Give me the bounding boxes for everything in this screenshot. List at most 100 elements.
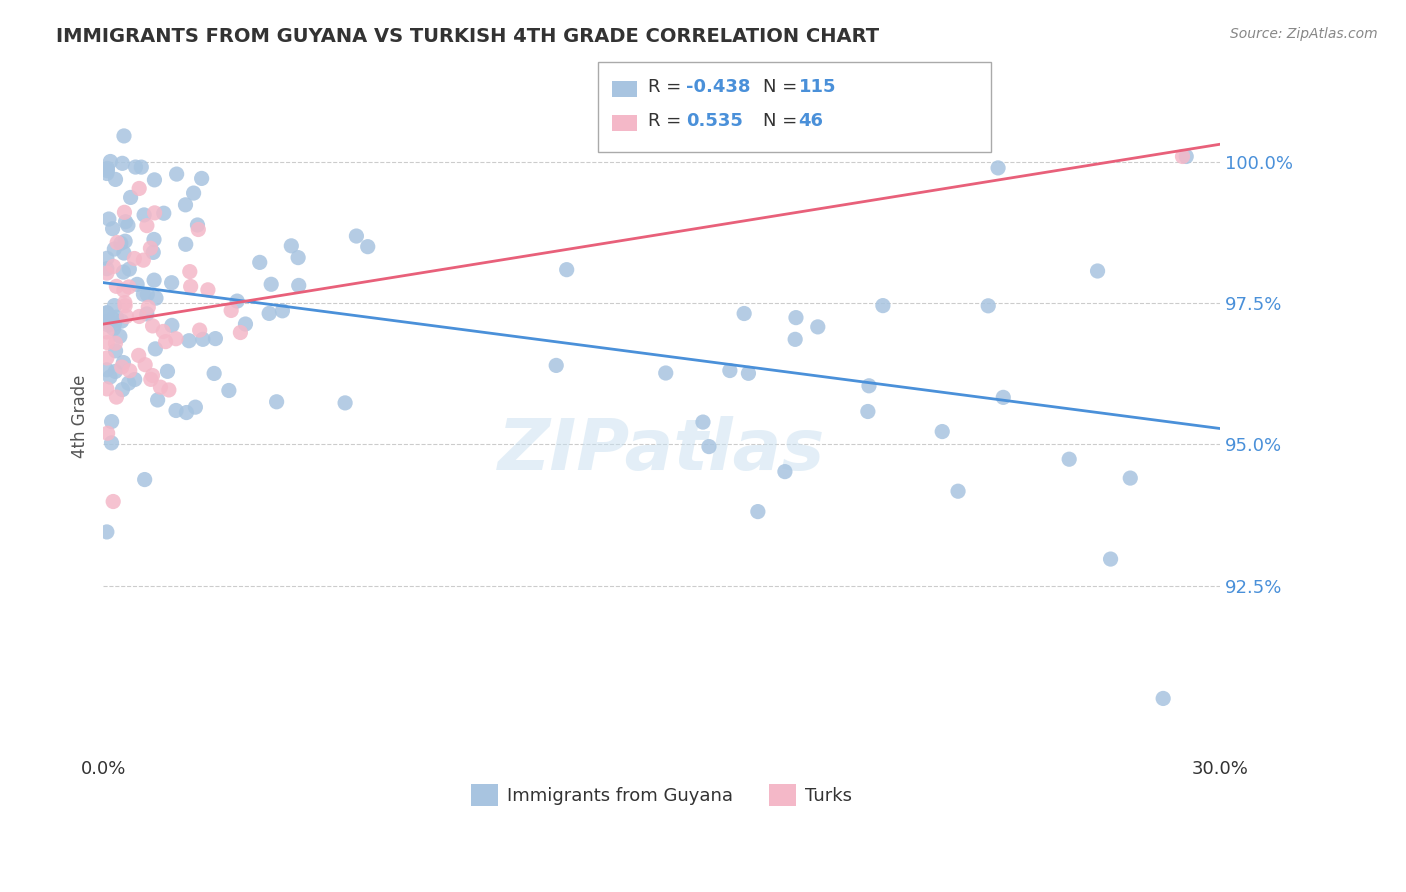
Point xyxy=(190,171,212,186)
Point xyxy=(145,291,167,305)
Text: IMMIGRANTS FROM GUYANA VS TURKISH 4TH GRADE CORRELATION CHART: IMMIGRANTS FROM GUYANA VS TURKISH 4TH GR… xyxy=(56,27,879,45)
Point xyxy=(132,253,155,268)
Point xyxy=(96,315,118,329)
Point xyxy=(101,311,124,326)
Point xyxy=(96,161,118,176)
Point xyxy=(111,383,134,397)
Point xyxy=(103,317,125,331)
Point xyxy=(108,329,131,343)
Point xyxy=(152,325,174,339)
Point xyxy=(96,382,118,396)
Point xyxy=(97,318,120,332)
Point xyxy=(1175,149,1198,163)
Point xyxy=(143,173,166,187)
Point xyxy=(139,241,162,255)
Point xyxy=(191,332,214,346)
Point xyxy=(111,359,134,374)
Point xyxy=(96,163,118,178)
Point xyxy=(98,370,121,384)
Point xyxy=(202,367,225,381)
Point xyxy=(204,332,226,346)
Point xyxy=(118,364,141,378)
Point xyxy=(142,245,165,260)
Point xyxy=(128,348,150,362)
Point xyxy=(149,380,172,394)
Point xyxy=(146,392,169,407)
Point xyxy=(114,205,136,219)
Text: 46: 46 xyxy=(799,112,824,130)
Point xyxy=(156,364,179,378)
Point xyxy=(357,240,380,254)
Point xyxy=(993,390,1015,404)
Point xyxy=(186,218,208,232)
Point xyxy=(187,222,209,236)
Point xyxy=(104,343,127,358)
Point xyxy=(96,325,118,339)
Point xyxy=(135,219,157,233)
Point xyxy=(117,219,139,233)
Point xyxy=(229,326,252,340)
Point xyxy=(96,261,118,276)
Point xyxy=(157,383,180,397)
Point xyxy=(141,368,163,383)
Point xyxy=(96,166,118,180)
Point xyxy=(174,198,197,212)
Point xyxy=(114,299,136,313)
Point xyxy=(105,235,128,250)
Point xyxy=(112,355,135,369)
Point xyxy=(114,295,136,310)
Point xyxy=(1057,452,1080,467)
Point xyxy=(737,367,759,381)
Point xyxy=(180,279,202,293)
Text: -0.438: -0.438 xyxy=(686,78,751,96)
Point xyxy=(785,310,807,325)
Point xyxy=(718,363,741,377)
Point xyxy=(856,404,879,418)
Text: N =: N = xyxy=(763,78,803,96)
Point xyxy=(188,323,211,337)
Point xyxy=(155,334,177,349)
Point xyxy=(132,287,155,301)
Point xyxy=(747,505,769,519)
Point xyxy=(260,277,283,292)
Point xyxy=(176,405,198,419)
Point xyxy=(103,322,125,336)
Text: 0.535: 0.535 xyxy=(686,112,742,130)
Point xyxy=(96,363,118,377)
Point xyxy=(104,336,127,351)
Point xyxy=(104,172,127,186)
Point xyxy=(100,154,122,169)
Point xyxy=(103,299,125,313)
Point xyxy=(143,273,166,287)
Point xyxy=(226,294,249,309)
Point xyxy=(105,279,128,293)
Legend: Immigrants from Guyana, Turks: Immigrants from Guyana, Turks xyxy=(464,777,859,814)
Point xyxy=(249,255,271,269)
Point xyxy=(100,436,122,450)
Point xyxy=(697,440,720,454)
Point xyxy=(218,384,240,398)
Point xyxy=(103,260,125,274)
Point xyxy=(139,372,162,386)
Point xyxy=(132,208,155,222)
Y-axis label: 4th Grade: 4th Grade xyxy=(72,375,89,458)
Point xyxy=(655,366,678,380)
Point xyxy=(1099,552,1122,566)
Text: N =: N = xyxy=(763,112,803,130)
Point xyxy=(105,310,128,325)
Point xyxy=(977,299,1000,313)
Point xyxy=(114,215,136,229)
Point xyxy=(111,156,134,170)
Point xyxy=(219,303,242,318)
Point xyxy=(280,239,302,253)
Text: R =: R = xyxy=(648,78,688,96)
Point xyxy=(160,276,183,290)
Point xyxy=(287,251,309,265)
Point xyxy=(197,283,219,297)
Point xyxy=(287,278,309,293)
Point xyxy=(97,426,120,441)
Point xyxy=(179,265,201,279)
Point xyxy=(96,335,118,350)
Point xyxy=(333,396,356,410)
Point xyxy=(174,237,197,252)
